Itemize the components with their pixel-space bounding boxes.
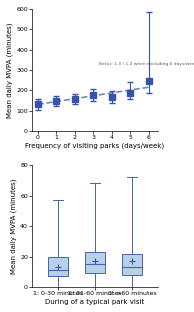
Y-axis label: Mean daily MVPA (minutes): Mean daily MVPA (minutes) xyxy=(11,178,17,274)
Y-axis label: Mean daily MVPA (minutes): Mean daily MVPA (minutes) xyxy=(7,22,13,118)
X-axis label: Frequency of visiting parks (days/week): Frequency of visiting parks (days/week) xyxy=(25,143,165,149)
X-axis label: During of a typical park visit: During of a typical park visit xyxy=(45,299,145,305)
PathPatch shape xyxy=(122,254,142,275)
PathPatch shape xyxy=(48,257,68,276)
Text: Beta= 1.3 ( 1.2 when excluding 6 days/week): Beta= 1.3 ( 1.2 when excluding 6 days/we… xyxy=(99,62,194,66)
PathPatch shape xyxy=(85,252,105,273)
